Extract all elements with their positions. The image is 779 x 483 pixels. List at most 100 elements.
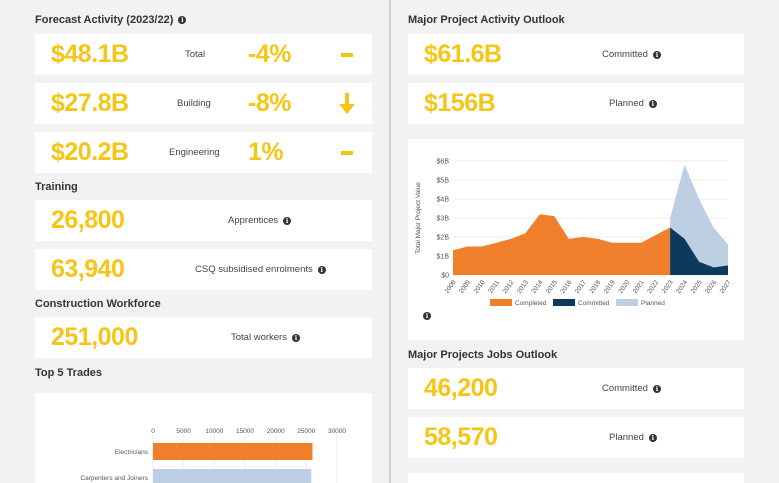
y-tick-label: $4B xyxy=(437,197,450,204)
legend-label: Completed xyxy=(515,300,547,307)
outlook-card-planned: $156B Planned i xyxy=(408,83,744,124)
forecast-building-label: Building xyxy=(177,98,211,109)
x-tick-label: 30000 xyxy=(328,428,346,435)
forecast-engineering-change: 1% xyxy=(248,138,284,166)
x-tick-label: 2027 xyxy=(719,279,733,295)
y-axis-label: Total Major Project Value xyxy=(415,182,422,254)
jobs-planned-value: 58,570 xyxy=(424,423,498,451)
info-icon[interactable]: i xyxy=(317,265,326,274)
x-tick-label: 2016 xyxy=(559,279,573,295)
forecast-building-change: -8% xyxy=(248,89,291,117)
outlook-planned-value: $156B xyxy=(424,89,496,117)
y-tick-label: $6B xyxy=(437,159,450,166)
y-tick-label: $3B xyxy=(437,216,450,223)
x-tick-label: 15000 xyxy=(236,428,254,435)
x-tick-label: 10000 xyxy=(205,428,223,435)
x-tick-label: 2020 xyxy=(617,279,631,295)
workforce-value: 251,000 xyxy=(51,323,138,351)
csq-value: 63,940 xyxy=(51,255,125,283)
outlook-committed-label: Committed i xyxy=(602,49,661,60)
arrow-down-icon xyxy=(339,93,355,114)
forecast-engineering-label: Engineering xyxy=(169,147,220,158)
x-tick-label: 2019 xyxy=(603,279,617,295)
outlook-card-committed: $61.6B Committed i xyxy=(408,34,744,75)
x-tick-label: 2017 xyxy=(574,279,588,295)
x-tick-label: 2021 xyxy=(632,279,646,295)
info-icon[interactable]: i xyxy=(178,16,187,24)
x-tick-label: 0 xyxy=(151,428,155,435)
info-icon[interactable]: i xyxy=(652,384,661,393)
dash-icon xyxy=(341,53,353,57)
forecast-card-engineering: $20.2B Engineering 1% xyxy=(35,132,372,173)
jobs-committed-value: 46,200 xyxy=(424,374,498,402)
forecast-card-total: $48.1B Total -4% xyxy=(35,34,372,75)
info-icon[interactable]: i xyxy=(291,333,300,342)
legend-swatch xyxy=(616,299,638,306)
x-tick-label: 2008 xyxy=(444,279,458,295)
jobs-card-planned: 58,570 Planned i xyxy=(408,417,744,458)
bar xyxy=(153,443,313,460)
x-tick-label: 2011 xyxy=(487,279,501,295)
info-icon[interactable]: i xyxy=(423,312,431,320)
forecast-title: Forecast Activity (2023/22) i xyxy=(35,14,187,26)
category-label: Carpenters and Joiners xyxy=(80,475,148,482)
outlook-chart-card: $0 $1B $2B $3B $4B $5B $6B Total Major Project … xyxy=(408,139,744,340)
info-icon[interactable]: i xyxy=(652,50,661,59)
x-tick-label: 5000 xyxy=(176,428,191,435)
bar xyxy=(153,469,312,483)
x-tick-label: 25000 xyxy=(297,428,315,435)
outlook-title: Major Project Activity Outlook xyxy=(408,14,565,26)
training-card-apprentices: 26,800 Apprentices i xyxy=(35,200,372,241)
x-tick-label: 2025 xyxy=(690,279,704,295)
x-tick-label: 2010 xyxy=(473,279,487,295)
dash-icon xyxy=(341,151,353,155)
info-icon[interactable]: i xyxy=(283,216,292,225)
trades-bar-chart: 0 5000 10000 15000 20000 25000 30000 Electricia… xyxy=(80,428,346,483)
y-tick-label: $2B xyxy=(437,235,450,242)
y-tick-label: $5B xyxy=(437,178,450,185)
jobs-title: Major Projects Jobs Outlook xyxy=(408,349,558,361)
legend-swatch xyxy=(553,299,575,306)
info-icon[interactable]: i xyxy=(648,433,657,442)
x-tick-label: 2012 xyxy=(502,279,516,295)
x-tick-label: 2026 xyxy=(704,279,718,295)
x-tick-label: 2015 xyxy=(545,279,559,295)
x-tick-label: 2023 xyxy=(661,279,675,295)
x-tick-label: 2024 xyxy=(675,279,689,295)
area-committed xyxy=(670,227,728,275)
workforce-card: 251,000 Total workers i xyxy=(35,317,372,358)
outlook-area-chart: $0 $1B $2B $3B $4B $5B $6B Total Major Project … xyxy=(415,159,733,308)
jobs-planned-label: Planned i xyxy=(609,432,657,443)
apprentices-value: 26,800 xyxy=(51,206,125,234)
trades-title: Top 5 Trades xyxy=(35,367,103,379)
x-tick-label: 2018 xyxy=(588,279,602,295)
outlook-committed-value: $61.6B xyxy=(424,40,502,68)
jobs-committed-label: Committed i xyxy=(602,383,661,394)
forecast-engineering-value: $20.2B xyxy=(51,138,129,166)
x-tick-label: 2013 xyxy=(516,279,530,295)
apprentices-label: Apprentices i xyxy=(228,215,292,226)
jobs-card-committed: 46,200 Committed i xyxy=(408,368,744,409)
forecast-card-building: $27.8B Building -8% xyxy=(35,83,372,124)
trades-chart-card: 0 5000 10000 15000 20000 25000 30000 Electricia… xyxy=(35,393,372,483)
training-title: Training xyxy=(35,181,78,193)
csq-label: CSQ subsidised enrolments i xyxy=(195,264,326,275)
legend-swatch xyxy=(490,299,512,306)
legend-label: Committed xyxy=(578,300,610,307)
forecast-total-change: -4% xyxy=(248,40,291,68)
info-icon[interactable]: i xyxy=(648,99,657,108)
legend-label: Planned xyxy=(641,300,665,307)
x-tick-label: 2009 xyxy=(458,279,472,295)
x-tick-label: 2022 xyxy=(646,279,660,295)
y-tick-label: $1B xyxy=(437,254,450,261)
y-tick-label: $0 xyxy=(441,273,449,280)
next-card xyxy=(408,473,744,483)
x-tick-label: 2014 xyxy=(530,279,544,295)
x-tick-label: 20000 xyxy=(267,428,285,435)
outlook-planned-label: Planned i xyxy=(609,98,657,109)
category-label: Electricians xyxy=(115,449,149,456)
forecast-total-label: Total xyxy=(185,49,206,60)
workforce-title: Construction Workforce xyxy=(35,298,161,310)
forecast-total-value: $48.1B xyxy=(51,40,129,68)
workforce-label: Total workers i xyxy=(231,332,300,343)
